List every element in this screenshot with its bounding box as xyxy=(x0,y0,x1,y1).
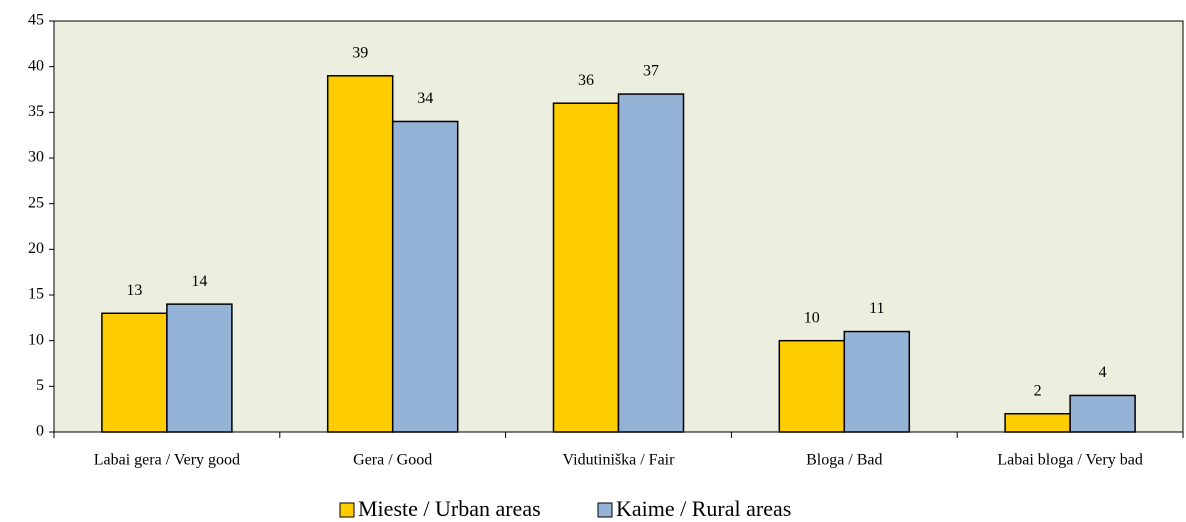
value-label: 36 xyxy=(578,72,594,89)
bar xyxy=(552,102,620,433)
y-tick-label: 25 xyxy=(28,194,44,211)
bar xyxy=(843,330,911,433)
value-label: 39 xyxy=(352,44,368,61)
x-tick-label: Bloga / Bad xyxy=(806,452,882,469)
value-label: 13 xyxy=(126,282,142,299)
value-label: 2 xyxy=(1034,382,1042,399)
y-tick-label: 10 xyxy=(28,331,44,348)
value-label: 34 xyxy=(417,90,433,107)
y-tick-label: 0 xyxy=(36,423,44,440)
x-tick-label: Labai bloga / Very bad xyxy=(997,452,1142,469)
x-tick-label: Labai gera / Very good xyxy=(94,452,240,469)
bar xyxy=(617,93,685,433)
y-tick-label: 30 xyxy=(28,149,44,166)
x-tick-label: Vidutiniška / Fair xyxy=(563,452,676,469)
legend-label: Mieste / Urban areas xyxy=(358,496,541,521)
legend-label: Kaime / Rural areas xyxy=(616,496,791,521)
bar xyxy=(391,120,459,433)
bar xyxy=(1004,412,1071,433)
bar xyxy=(166,303,233,433)
x-tick-label: Gera / Good xyxy=(353,452,432,469)
legend-swatch xyxy=(339,502,355,518)
y-tick-label: 5 xyxy=(36,377,44,394)
value-label: 4 xyxy=(1099,364,1107,381)
value-label: 37 xyxy=(643,63,659,80)
value-label: 11 xyxy=(869,300,884,317)
y-tick-label: 40 xyxy=(28,57,44,74)
value-label: 10 xyxy=(804,309,820,326)
y-tick-label: 20 xyxy=(28,240,44,257)
bar xyxy=(326,75,394,433)
bar xyxy=(1069,394,1136,433)
legend-swatch xyxy=(597,502,613,518)
bar xyxy=(101,312,168,433)
y-tick-label: 45 xyxy=(28,12,44,29)
y-tick-label: 15 xyxy=(28,286,44,303)
bar xyxy=(778,339,846,433)
value-label: 14 xyxy=(191,273,207,290)
y-tick-label: 35 xyxy=(28,103,44,120)
